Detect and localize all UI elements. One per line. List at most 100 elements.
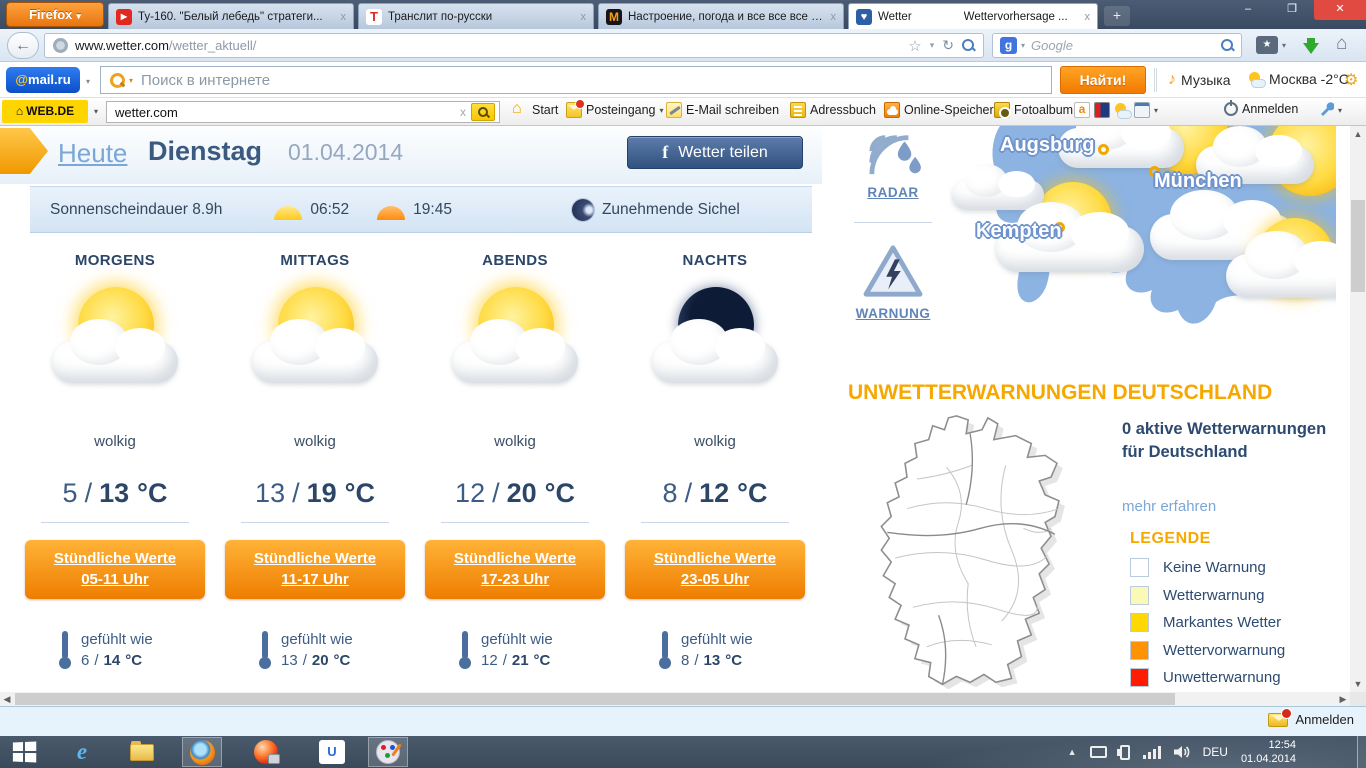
clear-icon[interactable]: x xyxy=(460,105,466,119)
webde-search-button[interactable] xyxy=(471,103,495,121)
hourly-values-button[interactable]: Stündliche Werte 11-17 Uhr xyxy=(225,540,405,599)
tab-youtube[interactable]: ▶ Ту-160. "Белый лебедь" стратеги... x xyxy=(108,3,354,29)
google-search-input[interactable] xyxy=(1031,38,1221,53)
hourly-values-button[interactable]: Stündliche Werte 05-11 Uhr xyxy=(25,540,205,599)
url-dropdown-icon[interactable]: ▾ xyxy=(929,40,935,50)
tab-close-icon[interactable]: x xyxy=(580,10,587,23)
webde-logo[interactable]: ⌂ WEB.DE xyxy=(2,100,88,123)
keyboard-language[interactable]: DEU xyxy=(1202,745,1228,759)
horizontal-scrollbar[interactable]: ◀ ▶ xyxy=(0,692,1350,706)
windows-taskbar: e U ▲ DEU 12:54 01.04.2014 xyxy=(0,736,1366,768)
tab-close-icon[interactable]: x xyxy=(1084,10,1091,23)
firefox-menu-button[interactable]: Firefox ▾ xyxy=(6,2,104,27)
legend-item: Keine Warnung xyxy=(1130,554,1285,582)
hourly-values-button[interactable]: Stündliche Werte 17-23 Uhr xyxy=(425,540,605,599)
home-button[interactable]: ⌂ xyxy=(1336,33,1348,54)
tab-close-icon[interactable]: x xyxy=(340,10,347,23)
germany-warning-map[interactable] xyxy=(843,410,1119,706)
tab-wetter-active[interactable]: ♥ Wetter Wettervorhersage ... x xyxy=(848,3,1098,29)
mailru-find-button[interactable]: Найти! xyxy=(1060,66,1146,94)
taskbar-ie-button[interactable]: e xyxy=(62,737,102,767)
reload-icon[interactable]: ↻ xyxy=(942,37,954,53)
new-tab-button[interactable]: + xyxy=(1104,6,1130,26)
minimize-button[interactable]: – xyxy=(1244,3,1252,15)
gear-icon[interactable]: ⚙ xyxy=(1344,72,1359,89)
scroll-right-arrow[interactable]: ▶ xyxy=(1339,694,1347,704)
chevron-down-icon[interactable]: ▾ xyxy=(129,75,134,85)
start-button[interactable] xyxy=(12,741,37,763)
taskbar-appup-button[interactable]: U xyxy=(312,737,352,767)
taskbar-firefox-button[interactable] xyxy=(182,737,222,767)
mailru-logo-dropdown[interactable]: ▾ xyxy=(86,77,91,86)
bookmark-star-icon[interactable]: ☆ xyxy=(908,37,922,55)
weather-mini-icon[interactable] xyxy=(1114,102,1132,119)
scroll-up-arrow[interactable]: ▲ xyxy=(1353,129,1363,139)
webde-search-field[interactable]: x xyxy=(106,101,500,123)
close-button[interactable]: ✕ xyxy=(1314,0,1366,20)
downloads-button[interactable] xyxy=(1303,38,1319,54)
bookmarks-panel-button[interactable]: ★ ▾ xyxy=(1256,36,1286,54)
webde-start-button[interactable]: ⌂ Start xyxy=(512,101,558,118)
horizontal-scroll-thumb[interactable] xyxy=(15,693,1175,705)
heute-link[interactable]: Heute xyxy=(58,138,128,168)
mailru-search-input[interactable] xyxy=(141,71,1043,89)
search-icon[interactable] xyxy=(1221,39,1234,52)
scroll-left-arrow[interactable]: ◀ xyxy=(3,694,11,704)
amazon-icon[interactable]: a xyxy=(1074,102,1090,118)
webde-settings[interactable]: ▾ xyxy=(1318,102,1342,118)
tab-mood[interactable]: M Настроение, погода и все все все (ч...… xyxy=(598,3,844,29)
mailru-search-field[interactable]: ▾ xyxy=(100,66,1052,94)
chevron-down-icon[interactable]: ▾ xyxy=(659,105,664,115)
taskbar-screenshot-button[interactable] xyxy=(246,737,286,767)
display-icon[interactable] xyxy=(1089,746,1107,758)
city-marker[interactable] xyxy=(1149,166,1160,177)
engine-dropdown-icon[interactable]: ▾ xyxy=(1021,41,1026,50)
webde-fotoalbum-button[interactable]: Fotoalbum xyxy=(994,102,1073,119)
network-signal-icon[interactable] xyxy=(1142,745,1161,759)
device-icon[interactable] xyxy=(1116,744,1130,760)
webde-email-schreiben-button[interactable]: E-Mail schreiben xyxy=(666,102,779,118)
webde-logo-dropdown[interactable]: ▾ xyxy=(94,107,99,116)
scroll-down-arrow[interactable]: ▼ xyxy=(1353,679,1363,689)
mehr-erfahren-link[interactable]: mehr erfahren xyxy=(1122,498,1217,515)
radar-link[interactable]: RADAR xyxy=(867,185,919,200)
mailru-weather-button[interactable]: Москва -2°C xyxy=(1248,71,1349,88)
notes-icon[interactable] xyxy=(1134,102,1150,118)
show-desktop-button[interactable] xyxy=(1357,736,1366,768)
statusbar-anmelden[interactable]: Anmelden xyxy=(1268,707,1354,727)
chevron-down-icon[interactable]: ▾ xyxy=(1338,105,1343,115)
webde-posteingang-button[interactable]: Posteingang ▾ xyxy=(566,99,664,118)
webde-adressbuch-button[interactable]: Adressbuch xyxy=(790,102,876,118)
city-marker[interactable] xyxy=(1054,222,1065,233)
tab-translit[interactable]: T Транслит по-русски x xyxy=(358,3,594,29)
taskbar-paint-button[interactable] xyxy=(368,737,408,767)
clock-time: 12:54 xyxy=(1268,739,1296,751)
speaker-icon[interactable] xyxy=(1173,745,1190,759)
warnung-link[interactable]: WARNUNG xyxy=(855,306,931,321)
go-search-icon[interactable] xyxy=(962,39,975,52)
city-label-muenchen[interactable]: München xyxy=(1154,170,1242,192)
city-label-augsburg[interactable]: Augsburg xyxy=(1000,134,1095,156)
taskbar-explorer-button[interactable] xyxy=(122,737,162,767)
bavaria-weather-map[interactable]: Augsburg München Kempten xyxy=(938,126,1336,444)
google-search-box[interactable]: g ▾ xyxy=(992,33,1242,58)
restore-button[interactable]: ❐ xyxy=(1287,3,1297,15)
tray-expand-icon[interactable]: ▲ xyxy=(1067,747,1077,757)
vertical-scroll-thumb[interactable] xyxy=(1351,200,1365,292)
tab-close-icon[interactable]: x xyxy=(830,10,837,23)
back-button[interactable]: ← xyxy=(7,32,39,59)
shopping-bag-icon[interactable] xyxy=(1094,102,1110,118)
facebook-share-button[interactable]: f Wetter teilen xyxy=(627,136,803,169)
url-bar[interactable]: www.wetter.com /wetter_aktuell/ ☆ ▾ ↻ xyxy=(44,33,984,58)
city-marker[interactable] xyxy=(1098,144,1109,155)
taskbar-clock[interactable]: 12:54 01.04.2014 xyxy=(1241,738,1296,766)
webde-online-speicher-button[interactable]: Online-Speicher xyxy=(884,102,994,118)
city-label-kempten[interactable]: Kempten xyxy=(976,220,1062,242)
webde-search-input[interactable] xyxy=(115,104,460,120)
mailru-logo[interactable]: @mail.ru xyxy=(6,67,80,93)
vertical-scrollbar[interactable]: ▲ ▼ xyxy=(1350,126,1366,692)
chevron-down-icon[interactable]: ▾ xyxy=(1154,105,1159,115)
webde-anmelden-button[interactable]: Anmelden xyxy=(1224,100,1298,116)
hourly-values-button[interactable]: Stündliche Werte 23-05 Uhr xyxy=(625,540,805,599)
mailru-music-button[interactable]: ♪ Музыка xyxy=(1168,71,1231,89)
